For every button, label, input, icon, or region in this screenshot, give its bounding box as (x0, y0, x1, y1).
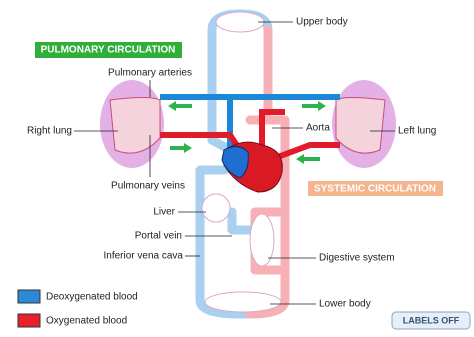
label: Aorta (306, 123, 330, 134)
pulmonary-vein-right (273, 142, 340, 161)
arrow-left (296, 154, 320, 164)
lower-artery (245, 115, 290, 319)
label: Pulmonary veins (111, 181, 185, 192)
button-bg[interactable] (391, 311, 471, 330)
upper-body-capillaries (215, 11, 265, 33)
lower-body-capillaries (204, 291, 282, 313)
label: Portal vein (135, 231, 182, 242)
systemic-banner (308, 181, 443, 196)
label: Inferior vena cava (104, 251, 184, 262)
legend-swatch (17, 313, 41, 328)
label: Lower body (319, 299, 371, 310)
legend: Deoxygenated blood Oxygenated blood (17, 289, 138, 328)
legend-swatch (17, 289, 41, 304)
label: Right lung (27, 126, 72, 137)
right-lung-capillaries (109, 97, 161, 154)
banner-text: SYSTEMIC CIRCULATION (314, 184, 436, 195)
label: Pulmonary arteries (108, 68, 192, 79)
aorta-shape (259, 109, 285, 150)
label: Upper body (296, 17, 348, 28)
label: Liver (153, 207, 175, 218)
label: Digestive system (319, 253, 395, 264)
liver-capillaries (201, 193, 231, 223)
left-lung-capillaries (335, 97, 386, 154)
digestive-capillaries (249, 213, 275, 267)
label: Left lung (398, 126, 436, 137)
arrow-right (170, 143, 192, 153)
pulmonary-banner (35, 42, 182, 58)
heart-left (221, 146, 249, 179)
legend-label: Oxygenated blood (46, 316, 127, 327)
arrow-right (302, 101, 326, 111)
labels-button[interactable]: LABELS OFF (391, 311, 471, 330)
button-text[interactable]: LABELS OFF (403, 315, 460, 325)
legend-label: Deoxygenated blood (46, 292, 138, 303)
banner-text: PULMONARY CIRCULATION (41, 45, 176, 56)
arrow-left (168, 101, 192, 111)
